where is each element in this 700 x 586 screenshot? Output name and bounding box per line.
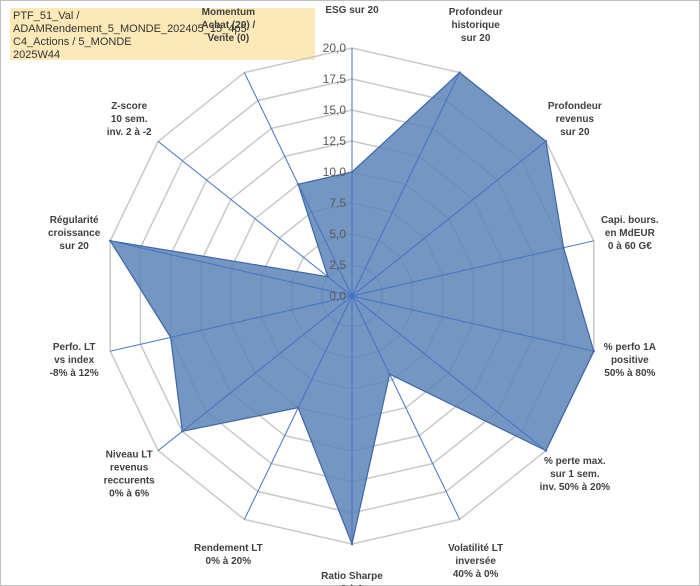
tick-layer: 0,0 2,5 5,0 7,5 10,0 12,5 15,0 17,5 20,0: [323, 41, 347, 303]
axis-label-line: sur 20: [59, 241, 89, 252]
axis-label-line: ESG sur 20: [325, 5, 379, 16]
axis-label-line: Vente (0): [207, 33, 249, 44]
axis-label-line: 0 à 1: [341, 584, 364, 586]
axis-label-line: % perfo 1A: [604, 342, 656, 353]
spoke-layer: [110, 48, 594, 544]
axis-label-line: % perte max.: [544, 456, 606, 467]
axis-label-line: 0% à 20%: [206, 556, 252, 567]
axis-label-line: Niveau LT: [106, 450, 153, 461]
axis-label-line: positive: [611, 355, 649, 366]
axis-label-line: vs index: [54, 355, 94, 366]
axis-label: Volatilité LT inversée 40% à 0%: [448, 543, 503, 580]
axis-label-line: Ratio Sharpe: [321, 571, 383, 582]
axis-label-line: Momentum: [202, 7, 255, 18]
tick-label: 0,0: [329, 289, 346, 303]
axis-spoke: [110, 295, 353, 352]
axis-spoke: [351, 140, 547, 297]
axis-label-line: inversée: [455, 556, 496, 567]
label-layer: Note ESG sur 20 Profondeur historique sur 20…: [48, 0, 659, 586]
axis-spoke: [351, 295, 594, 352]
axis-spoke: [351, 72, 461, 297]
axis-label-line: historique: [451, 20, 500, 31]
axis-label-line: -8% à 12%: [50, 368, 99, 379]
axis-label-line: Note: [341, 0, 364, 3]
axis-label: Profondeur revenus sur 20: [548, 101, 602, 138]
axis-spoke: [110, 240, 353, 297]
tick-label: 2,5: [329, 258, 346, 272]
axis-label-line: Capi. bours.: [601, 215, 659, 226]
tick-label: 7,5: [329, 196, 346, 210]
tick-label: 12,5: [323, 134, 347, 148]
title-line-2: C4_Actions / 5_MONDE: [13, 36, 132, 48]
axis-label: Note ESG sur 20: [325, 0, 379, 16]
axis-label-line: inv. 50% à 20%: [540, 482, 611, 493]
tick-label: 15,0: [323, 103, 347, 117]
axis-label: % perfo 1A positive 50% à 80%: [604, 342, 656, 379]
tick-label: 5,0: [329, 227, 346, 241]
axis-label-line: 10 sem.: [111, 114, 148, 125]
axis-label: Perfo. LT vs index -8% à 12%: [50, 342, 99, 379]
tick-label: 17,5: [323, 72, 347, 86]
axis-label-line: Profondeur: [449, 7, 503, 18]
axis-label: % perte max. sur 1 sem. inv. 50% à 20%: [540, 456, 611, 493]
title-line-1: PTF_51_Val / ADAMRendement_5_MONDE_20240…: [13, 10, 247, 35]
axis-label-line: Régularité: [50, 215, 99, 226]
axis-label-line: en MdEUR: [605, 228, 656, 239]
axis-label-line: 50% à 80%: [604, 368, 655, 379]
title-line-3: 2025W44: [13, 49, 61, 61]
axis-spoke: [243, 72, 353, 297]
axis-label: Ratio Sharpe 0 à 1: [321, 571, 383, 586]
axis-label: Rendement LT 0% à 20%: [194, 543, 263, 567]
axis-label: Régularité croissance sur 20: [48, 215, 101, 252]
axis-spoke: [351, 295, 547, 452]
tick-label: 20,0: [323, 41, 347, 55]
axis-label-line: inv. 2 à -2: [107, 127, 152, 138]
axis-label-line: sur 1 sem.: [550, 469, 600, 480]
axis-label-line: Volatilité LT: [448, 543, 503, 554]
axis-label-line: Achat (20) /: [201, 20, 255, 31]
axis-label: Z-score 10 sem. inv. 2 à -2: [107, 101, 152, 138]
axis-spoke: [351, 295, 461, 520]
axis-label: Niveau LT revenus reccurents 0% à 6%: [104, 450, 156, 500]
axis-label-line: Z-score: [111, 101, 148, 112]
axis-label-line: 0% à 6%: [109, 489, 149, 500]
axis-label-line: sur 20: [560, 127, 590, 138]
axis-label-line: revenus: [556, 114, 595, 125]
axis-spoke: [157, 140, 353, 297]
axis-label: Profondeur historique sur 20: [449, 7, 503, 44]
axis-label-line: Rendement LT: [194, 543, 263, 554]
axis-label-line: reccurents: [104, 476, 156, 487]
axis-label-line: 40% à 0%: [453, 569, 499, 580]
axis-label-line: sur 20: [461, 33, 491, 44]
axis-label-line: 0 à 60 G€: [608, 241, 652, 252]
axis-label-line: croissance: [48, 228, 101, 239]
axis-spoke: [351, 240, 594, 297]
tick-label: 10,0: [323, 165, 347, 179]
axis-spoke: [157, 295, 353, 452]
axis-label-line: revenus: [110, 463, 149, 474]
axis-label: Capi. bours. en MdEUR 0 à 60 G€: [601, 215, 659, 252]
axis-label: Momentum Achat (20) / Vente (0): [201, 7, 255, 44]
axis-label-line: Perfo. LT: [53, 342, 96, 353]
axis-spoke: [243, 295, 353, 520]
axis-label-line: Profondeur: [548, 101, 602, 112]
chart-title-box: PTF_51_Val / ADAMRendement_5_MONDE_20240…: [10, 8, 315, 61]
